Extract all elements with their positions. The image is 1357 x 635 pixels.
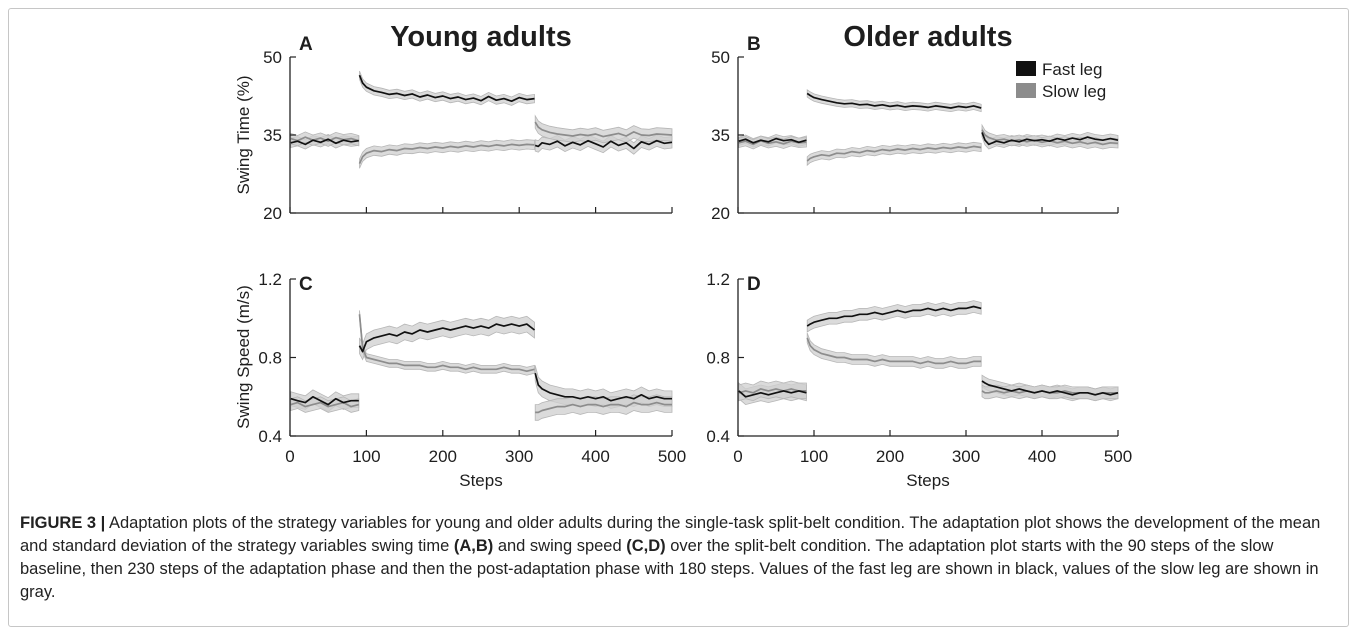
figure-frame [8,8,1349,627]
slow-leg-mean-line-baseline [738,388,807,394]
slow-leg-mean-line-post-adaptation [981,129,1119,146]
slow-leg-mean-line-post-adaptation [535,401,672,414]
caption-text: and swing speed [493,537,627,555]
panel-a-plot-area: 20 35 50 [263,48,673,223]
y-tick-label: 1.2 [706,270,730,289]
x-tick-label: 500 [1104,447,1132,466]
slow-leg-mean-line-adaptation [806,145,982,162]
x-tick-label: 200 [876,447,904,466]
fast-leg-mean-line-adaptation [806,92,982,109]
legend-label-slow-leg: Slow leg [1042,82,1106,101]
y-tick-label: 0.4 [258,427,282,446]
fast-leg-mean-line-baseline [290,395,359,406]
fast-leg-sd-band-adaptation [806,89,982,113]
caption-figure-label: FIGURE 3 | [20,514,106,532]
panel-d: D Steps 0.4 0.8 1.2 0 100 200 300 400 500 [706,270,1132,490]
panel-d-x-axis-label: Steps [906,471,949,490]
x-tick-label: 200 [429,447,457,466]
fast-leg-mean-line-baseline [290,138,359,146]
y-tick-label: 50 [263,48,282,67]
legend-label-fast-leg: Fast leg [1042,60,1102,79]
fast-leg-mean-line-post-adaptation [534,139,673,150]
x-tick-label: 0 [733,447,742,466]
legend-swatch-fast-leg [1016,61,1036,76]
fast-leg-mean-line-post-adaptation [534,372,672,402]
panel-b-plot-area: 20 35 50 [711,48,1119,223]
x-tick-label: 300 [952,447,980,466]
y-tick-label: 0.8 [706,349,730,368]
fast-leg-mean-line-baseline [738,137,807,144]
fast-leg-mean-line-adaptation [806,305,982,327]
panel-b-letter: B [747,34,761,55]
slow-leg-sd-band-baseline [738,380,807,402]
fast-leg-mean-line-post-adaptation [981,380,1119,396]
panel-a: Young adults A Swing Time (%) 20 35 50 [234,21,673,223]
slow-leg-mean-line-adaptation [358,143,535,164]
slow-leg-mean-line-post-adaptation [534,121,673,138]
x-tick-label: 400 [1028,447,1056,466]
caption-text: Adaptation plots of the strategy variabl… [20,514,1321,555]
panel-c-letter: C [299,274,313,295]
x-tick-label: 500 [658,447,686,466]
fast-leg-sd-band-adaptation [806,300,982,333]
figure-caption: FIGURE 3 | Adaptation plots of the strat… [20,512,1338,604]
fast-leg-mean-line-post-adaptation [981,132,1119,146]
y-tick-label: 20 [263,204,282,223]
panel-c-y-axis-label: Swing Speed (m/s) [234,285,253,429]
y-tick-label: 0.8 [258,349,282,368]
slow-leg-sd-band-post-adaptation [534,114,673,144]
slow-leg-mean-line-adaptation [806,337,982,365]
slow-leg-mean-line-baseline [290,401,360,408]
x-tick-label: 100 [352,447,380,466]
panel-d-letter: D [747,274,761,295]
panel-c: C Swing Speed (m/s) Steps 0.4 0.8 1.2 0 100 2… [234,270,686,490]
y-tick-label: 0.4 [706,427,730,446]
x-tick-label: 300 [505,447,533,466]
figure-canvas: Young adults A Swing Time (%) 20 35 50 Old… [234,21,1132,490]
y-tick-label: 1.2 [258,270,282,289]
y-tick-label: 35 [711,126,730,145]
panel-a-y-axis-label: Swing Time (%) [234,75,253,194]
caption-text: over the split-belt condition. The adapt… [20,537,1319,601]
x-tick-label: 400 [581,447,609,466]
fast-leg-sd-band-adaptation [359,315,535,361]
slow-leg-mean-line-adaptation [358,314,535,373]
slow-leg-mean-line-baseline [738,139,807,146]
x-tick-label: 100 [800,447,828,466]
panel-d-plot-area: 0.4 0.8 1.2 0 100 200 300 400 500 [706,270,1132,466]
slow-leg-sd-band-adaptation [359,139,535,169]
panel-a-title: Young adults [390,21,572,53]
legend-swatch-slow-leg [1016,83,1036,98]
fast-leg-mean-line-baseline [738,390,807,398]
legend: Fast leg Slow leg [1016,60,1106,101]
caption-panel-ref-ab: (A,B) [453,537,494,555]
panel-c-x-axis-label: Steps [459,471,502,490]
y-tick-label: 50 [711,48,730,67]
x-tick-label: 0 [285,447,294,466]
slow-leg-mean-line-baseline [290,136,360,143]
panel-b-title: Older adults [843,21,1012,53]
caption-panel-ref-cd: (C,D) [626,537,666,555]
y-tick-label: 20 [711,204,730,223]
panel-a-letter: A [299,34,313,55]
y-tick-label: 35 [263,126,282,145]
panel-c-plot-area: 0.4 0.8 1.2 0 100 200 300 400 500 [258,270,686,466]
fast-leg-mean-line-adaptation [358,323,536,353]
panel-b: Older adults B 20 35 50 Fast leg Slow leg [711,21,1119,223]
fast-leg-mean-line-adaptation [358,74,535,103]
